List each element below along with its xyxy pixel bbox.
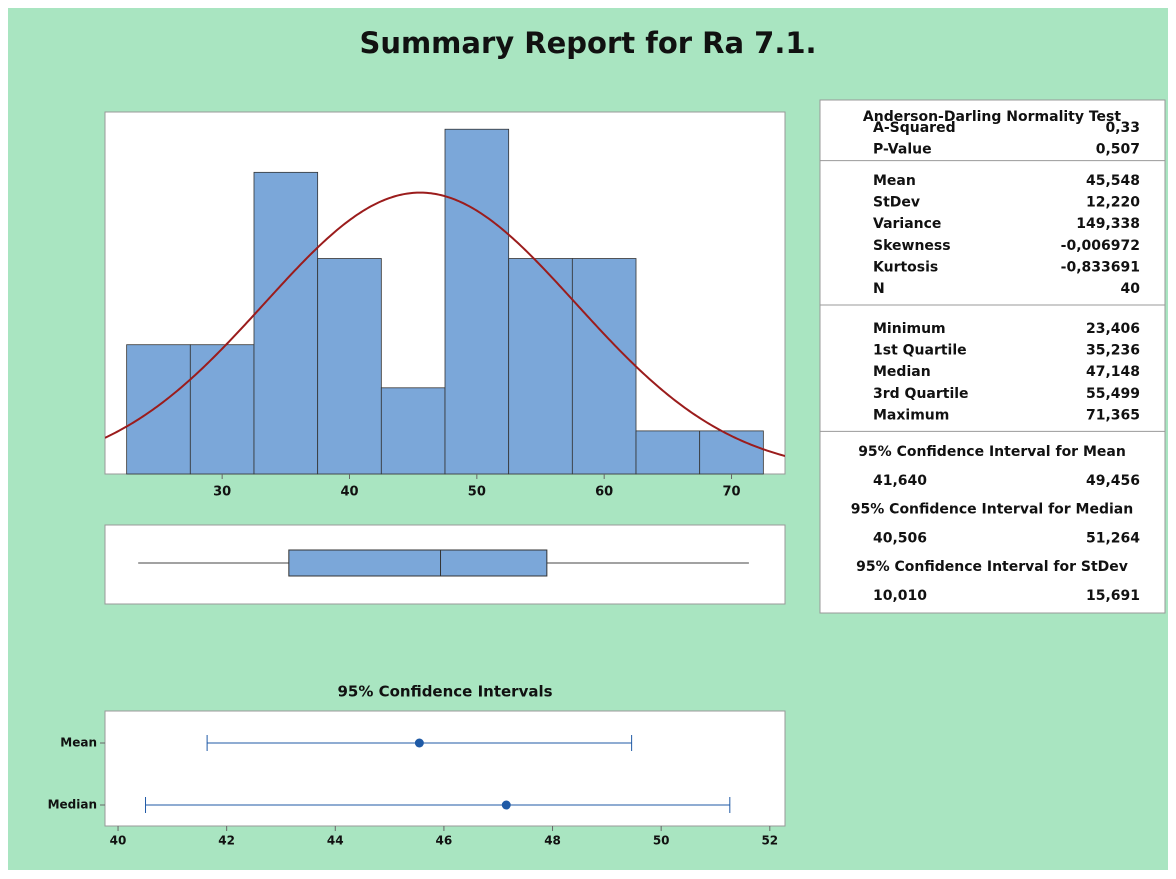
stat-label: Variance bbox=[873, 216, 941, 232]
box bbox=[288, 549, 548, 577]
interval-lower: 41,640 bbox=[873, 473, 927, 489]
x-tick-label: 42 bbox=[218, 834, 235, 848]
x-tick-label: 46 bbox=[436, 834, 453, 848]
x-tick-label: 52 bbox=[761, 834, 778, 848]
stat-value: 55,499 bbox=[1086, 386, 1140, 402]
stat-value: -0,833691 bbox=[1061, 259, 1140, 275]
x-tick-label: 40 bbox=[110, 834, 127, 848]
interval-title: 95% Confidence Intervals bbox=[337, 683, 552, 701]
stat-label: Kurtosis bbox=[873, 259, 938, 275]
histogram-bar bbox=[508, 258, 573, 475]
stat-label: Mean bbox=[873, 173, 916, 189]
stat-value: 0,507 bbox=[1096, 142, 1140, 158]
category-label: Mean bbox=[60, 736, 97, 750]
stat-label: Skewness bbox=[873, 238, 951, 254]
histogram-bar bbox=[635, 430, 701, 475]
category-label: Median bbox=[48, 798, 97, 812]
x-tick-label: 40 bbox=[340, 485, 358, 500]
x-tick-label: 50 bbox=[653, 834, 670, 848]
stat-label: StDev bbox=[873, 195, 920, 211]
interval-lower: 40,506 bbox=[873, 531, 927, 547]
stat-value: 149,338 bbox=[1076, 216, 1140, 232]
histogram-bar bbox=[380, 387, 446, 475]
x-tick-label: 48 bbox=[544, 834, 561, 848]
stats-panel bbox=[819, 99, 1166, 614]
stat-value: 40 bbox=[1121, 281, 1141, 297]
histogram-bar bbox=[126, 344, 191, 475]
interval-lower: 10,010 bbox=[873, 588, 927, 604]
histogram-bar bbox=[699, 430, 764, 475]
normal-curve bbox=[105, 191, 785, 457]
stat-value: 12,220 bbox=[1086, 195, 1140, 211]
x-tick-label: 44 bbox=[327, 834, 344, 848]
x-tick-label: 50 bbox=[468, 485, 486, 500]
stat-value: 71,365 bbox=[1086, 407, 1140, 423]
stat-label: Median bbox=[873, 364, 931, 380]
stat-label: 3rd Quartile bbox=[873, 386, 969, 402]
interval-heading: 95% Confidence Interval for Mean bbox=[858, 444, 1126, 460]
stat-value: -0,006972 bbox=[1061, 238, 1140, 254]
histogram-bar bbox=[189, 344, 255, 475]
interval-upper: 15,691 bbox=[1086, 588, 1140, 604]
stat-value: 0,33 bbox=[1105, 120, 1140, 136]
stat-label: 1st Quartile bbox=[873, 343, 967, 359]
stat-value: 35,236 bbox=[1086, 343, 1140, 359]
interval-upper: 49,456 bbox=[1086, 473, 1140, 489]
interval-heading: 95% Confidence Interval for Median bbox=[851, 502, 1133, 518]
stat-label: Maximum bbox=[873, 407, 949, 423]
interval-heading: 95% Confidence Interval for StDev bbox=[856, 559, 1128, 575]
stat-label: N bbox=[873, 281, 885, 297]
histogram-bar bbox=[317, 258, 382, 475]
x-tick-label: 30 bbox=[213, 485, 231, 500]
stat-value: 47,148 bbox=[1086, 364, 1140, 380]
estimate-point bbox=[414, 738, 424, 748]
stats-title: Anderson-Darling Normality Test bbox=[863, 109, 1121, 125]
stat-label: P-Value bbox=[873, 142, 932, 158]
estimate-point bbox=[501, 800, 511, 810]
stat-value: 45,548 bbox=[1086, 173, 1140, 189]
stat-label: A-Squared bbox=[873, 120, 956, 136]
x-tick-label: 70 bbox=[722, 485, 740, 500]
report-title: Summary Report for Ra 7.1. bbox=[359, 26, 816, 60]
x-tick-label: 60 bbox=[595, 485, 613, 500]
stat-label: Minimum bbox=[873, 321, 946, 337]
stat-value: 23,406 bbox=[1086, 321, 1140, 337]
interval-panel bbox=[104, 710, 786, 827]
histogram-bar bbox=[253, 171, 319, 475]
histogram-bar bbox=[444, 128, 510, 475]
interval-upper: 51,264 bbox=[1086, 531, 1140, 547]
histogram-bar bbox=[571, 258, 637, 475]
